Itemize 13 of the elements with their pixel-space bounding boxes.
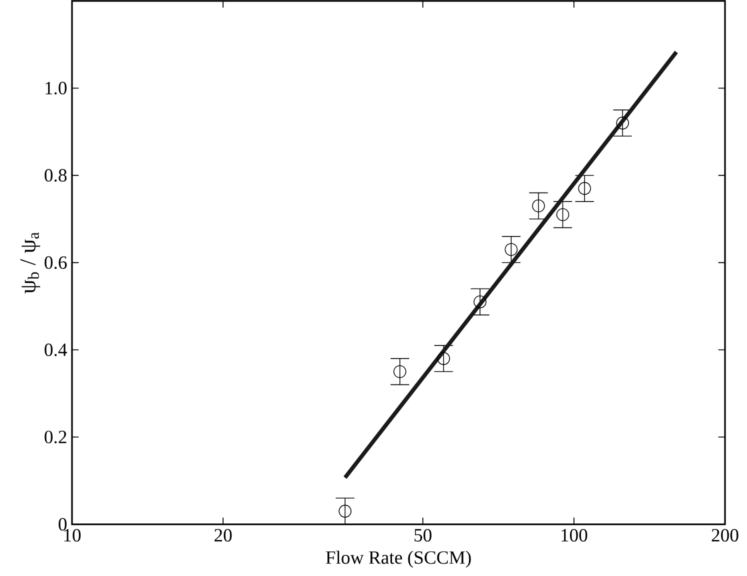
y-tick-label: 0.8 — [44, 169, 67, 182]
x-tick-label: 100 — [562, 528, 588, 542]
x-tick-label: 50 — [414, 528, 432, 542]
y-tick-label: 0.4 — [44, 343, 68, 356]
y-tick-label: 0.2 — [44, 430, 66, 444]
x-tick-label: 20 — [214, 528, 232, 542]
y-tick-label: 0 — [58, 518, 67, 531]
y-tick-label: 1.0 — [46, 82, 67, 94]
y-axis-title: ψ$_{b}$ / ψ$_{a}$ — [20, 232, 40, 294]
x-tick-label: 10 — [64, 528, 81, 542]
x-axis-title: Flow Rate (SCCM) — [326, 550, 471, 568]
y-tick-label: 0.6 — [44, 256, 67, 269]
x-tick-label: 200 — [712, 528, 738, 542]
